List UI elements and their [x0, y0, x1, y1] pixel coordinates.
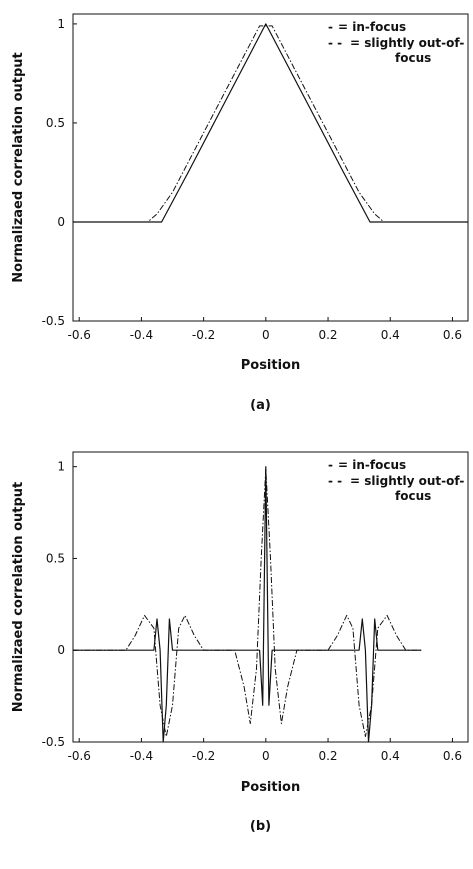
y-tick-label: 0 [57, 643, 65, 657]
legend-label-cont: focus [395, 489, 431, 503]
y-tick-label: 1 [57, 460, 65, 474]
x-tick-label: 0.6 [443, 749, 462, 763]
panel-caption: (a) [250, 398, 271, 413]
legend-label-cont: focus [395, 51, 431, 65]
legend-label: = in-focus [338, 20, 406, 34]
x-tick-label: -0.2 [192, 328, 215, 342]
x-tick-label: 0.4 [381, 328, 400, 342]
legend-label: = in-focus [338, 458, 406, 472]
panel-a: -0.6 -0.4 -0.2 0 0.2 0.4 0.6 -0.5 0 0.5 1 Position N… [11, 13, 469, 413]
legend: - = in-focus - - = slightly out-of-focus [328, 458, 464, 503]
y-tick-label: 0.5 [46, 116, 65, 130]
x-axis-label: Position [241, 780, 301, 795]
x-tick-label: 0.2 [318, 328, 337, 342]
x-tick-label: 0.2 [318, 749, 337, 763]
x-tick-label: -0.6 [68, 749, 91, 763]
legend: - = in-focus - - = slightly out-of-focus [328, 20, 464, 65]
x-tick-label: -0.2 [192, 749, 215, 763]
plot-frame [72, 451, 469, 743]
legend-label: = slightly out-of- [350, 474, 464, 488]
legend-marker: - - [328, 474, 342, 488]
legend-marker: - - [328, 36, 342, 50]
x-axis-label: Position [241, 358, 301, 373]
x-tick-label: 0 [262, 328, 270, 342]
series-line-out-of-focus [73, 468, 422, 737]
y-tick-label: -0.5 [42, 314, 65, 328]
plot-frame [72, 13, 469, 322]
y-tick-label: 0.5 [46, 551, 65, 565]
y-axis-label: Normalizaed correlation output [11, 482, 26, 713]
legend-marker: - [328, 20, 333, 34]
legend-marker: - [328, 458, 333, 472]
series-line-in-focus [73, 466, 422, 743]
x-tick-label: 0.4 [381, 749, 400, 763]
x-tick-label: -0.4 [130, 328, 153, 342]
y-tick-label: 0 [57, 215, 65, 229]
series-line-out-of-focus [73, 25, 468, 223]
y-axis-label: Normalizaed correlation output [11, 52, 26, 283]
y-tick-label: -0.5 [42, 735, 65, 749]
series-line-in-focus [73, 23, 468, 223]
panel-b: -0.6 -0.4 -0.2 0 0.2 0.4 0.6 -0.5 0 0.5 1 Position N… [11, 451, 469, 834]
x-tick-label: 0.6 [443, 328, 462, 342]
y-tick-label: 1 [57, 17, 65, 31]
legend-label: = slightly out-of- [350, 36, 464, 50]
x-tick-label: -0.4 [130, 749, 153, 763]
x-tick-label: 0 [262, 749, 270, 763]
x-tick-label: -0.6 [68, 328, 91, 342]
panel-caption: (b) [250, 819, 271, 834]
